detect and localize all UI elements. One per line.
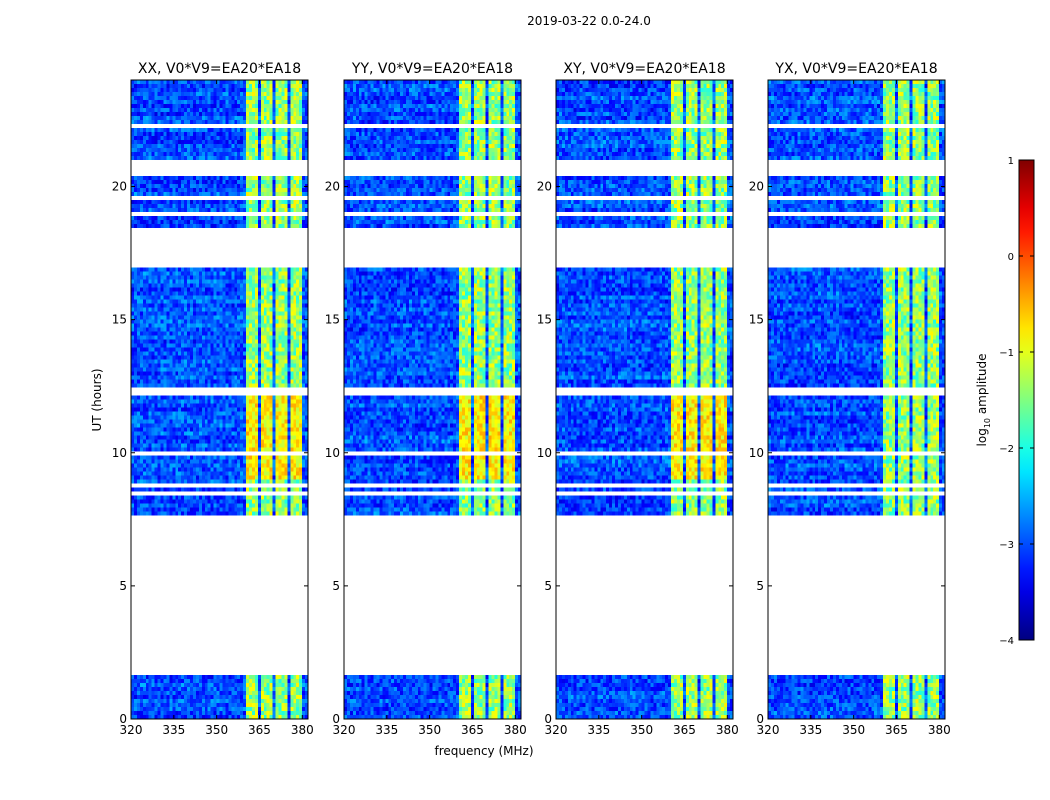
figure-suptitle: 2019-03-22 0.0-24.0 bbox=[527, 14, 651, 28]
y-tick-label: 10 bbox=[537, 446, 552, 460]
panel-frame bbox=[767, 79, 946, 720]
panel-title: YX, V0*V9=EA20*EA18 bbox=[774, 61, 937, 77]
x-tick-label: 380 bbox=[928, 723, 951, 737]
y-tick-label: 15 bbox=[325, 313, 340, 327]
colorbar-label-rest: amplitude bbox=[975, 354, 989, 418]
x-tick-label: 320 bbox=[120, 723, 143, 737]
panel-3: YX, V0*V9=EA20*EA18 320 335 350 365 380 0 5 10 15… bbox=[749, 61, 951, 737]
y-tick-label: 5 bbox=[332, 579, 340, 593]
panels-group: XX, V0*V9=EA20*EA18 320 335 350 365 380 0 5 10 15… bbox=[112, 61, 951, 737]
panel-heatmap bbox=[344, 80, 521, 719]
x-tick-label: 365 bbox=[673, 723, 696, 737]
colorbar-tick-label: −1 bbox=[999, 348, 1014, 359]
x-tick-label: 350 bbox=[418, 723, 441, 737]
y-tick-label: 20 bbox=[537, 180, 552, 194]
y-tick-label: 15 bbox=[749, 313, 764, 327]
x-tick-label: 320 bbox=[333, 723, 356, 737]
x-tick-label: 335 bbox=[375, 723, 398, 737]
y-tick-label: 10 bbox=[112, 446, 127, 460]
y-axis-label: UT (hours) bbox=[90, 368, 104, 431]
x-tick-label: 350 bbox=[842, 723, 865, 737]
colorbar-tick-label: −4 bbox=[999, 636, 1014, 647]
colorbar: 10−1−2−3−4 log10 amplitude bbox=[975, 156, 1035, 647]
y-tick-label: 0 bbox=[544, 712, 552, 726]
x-tick-label: 380 bbox=[716, 723, 739, 737]
y-tick-label: 20 bbox=[325, 180, 340, 194]
y-tick-label: 20 bbox=[112, 180, 127, 194]
panel-heatmap bbox=[556, 80, 733, 719]
x-tick-label: 350 bbox=[630, 723, 653, 737]
colorbar-tick-label: −2 bbox=[999, 444, 1014, 455]
x-tick-label: 380 bbox=[291, 723, 314, 737]
x-tick-label: 320 bbox=[757, 723, 780, 737]
y-tick-label: 0 bbox=[756, 712, 764, 726]
x-tick-label: 365 bbox=[885, 723, 908, 737]
panel-frame bbox=[555, 79, 734, 720]
panel-heatmap bbox=[131, 80, 308, 719]
x-tick-label: 350 bbox=[205, 723, 228, 737]
y-tick-label: 5 bbox=[544, 579, 552, 593]
x-tick-label: 380 bbox=[504, 723, 527, 737]
x-tick-label: 320 bbox=[545, 723, 568, 737]
y-tick-label: 5 bbox=[756, 579, 764, 593]
y-tick-label: 10 bbox=[749, 446, 764, 460]
x-tick-label: 335 bbox=[587, 723, 610, 737]
x-tick-label: 365 bbox=[461, 723, 484, 737]
x-axis-label: frequency (MHz) bbox=[434, 744, 533, 758]
y-tick-label: 15 bbox=[112, 313, 127, 327]
colorbar-tick-label: 0 bbox=[1008, 252, 1014, 263]
panel-2: XY, V0*V9=EA20*EA18 320 335 350 365 380 0 5 10 15… bbox=[537, 61, 739, 737]
panel-1: YY, V0*V9=EA20*EA18 320 335 350 365 380 0 5 10 15… bbox=[325, 61, 527, 737]
x-tick-label: 365 bbox=[248, 723, 271, 737]
colorbar-ticks: 1 0 −1 −2 −3 −4 bbox=[999, 156, 1034, 647]
x-tick-label: 335 bbox=[162, 723, 185, 737]
panel-frame bbox=[130, 79, 309, 720]
x-tick-label: 335 bbox=[799, 723, 822, 737]
panel-0: XX, V0*V9=EA20*EA18 320 335 350 365 380 0 5 10 15… bbox=[112, 61, 314, 737]
y-tick-label: 0 bbox=[332, 712, 340, 726]
panel-frame bbox=[343, 79, 522, 720]
y-tick-label: 5 bbox=[119, 579, 127, 593]
colorbar-label-main: log bbox=[975, 428, 989, 446]
panel-title: YY, V0*V9=EA20*EA18 bbox=[351, 61, 513, 77]
y-tick-label: 0 bbox=[119, 712, 127, 726]
colorbar-gradient bbox=[1018, 159, 1035, 641]
colorbar-tick-label: −3 bbox=[999, 540, 1014, 551]
panel-heatmap bbox=[768, 80, 945, 719]
colorbar-label: log10 amplitude bbox=[975, 354, 992, 447]
colorbar-tick-label: 1 bbox=[1008, 156, 1014, 167]
colorbar-label-subscript: 10 bbox=[983, 418, 992, 428]
panel-title: XY, V0*V9=EA20*EA18 bbox=[563, 61, 725, 77]
panel-title: XX, V0*V9=EA20*EA18 bbox=[138, 61, 301, 77]
y-tick-label: 15 bbox=[537, 313, 552, 327]
y-tick-label: 10 bbox=[325, 446, 340, 460]
y-tick-label: 20 bbox=[749, 180, 764, 194]
